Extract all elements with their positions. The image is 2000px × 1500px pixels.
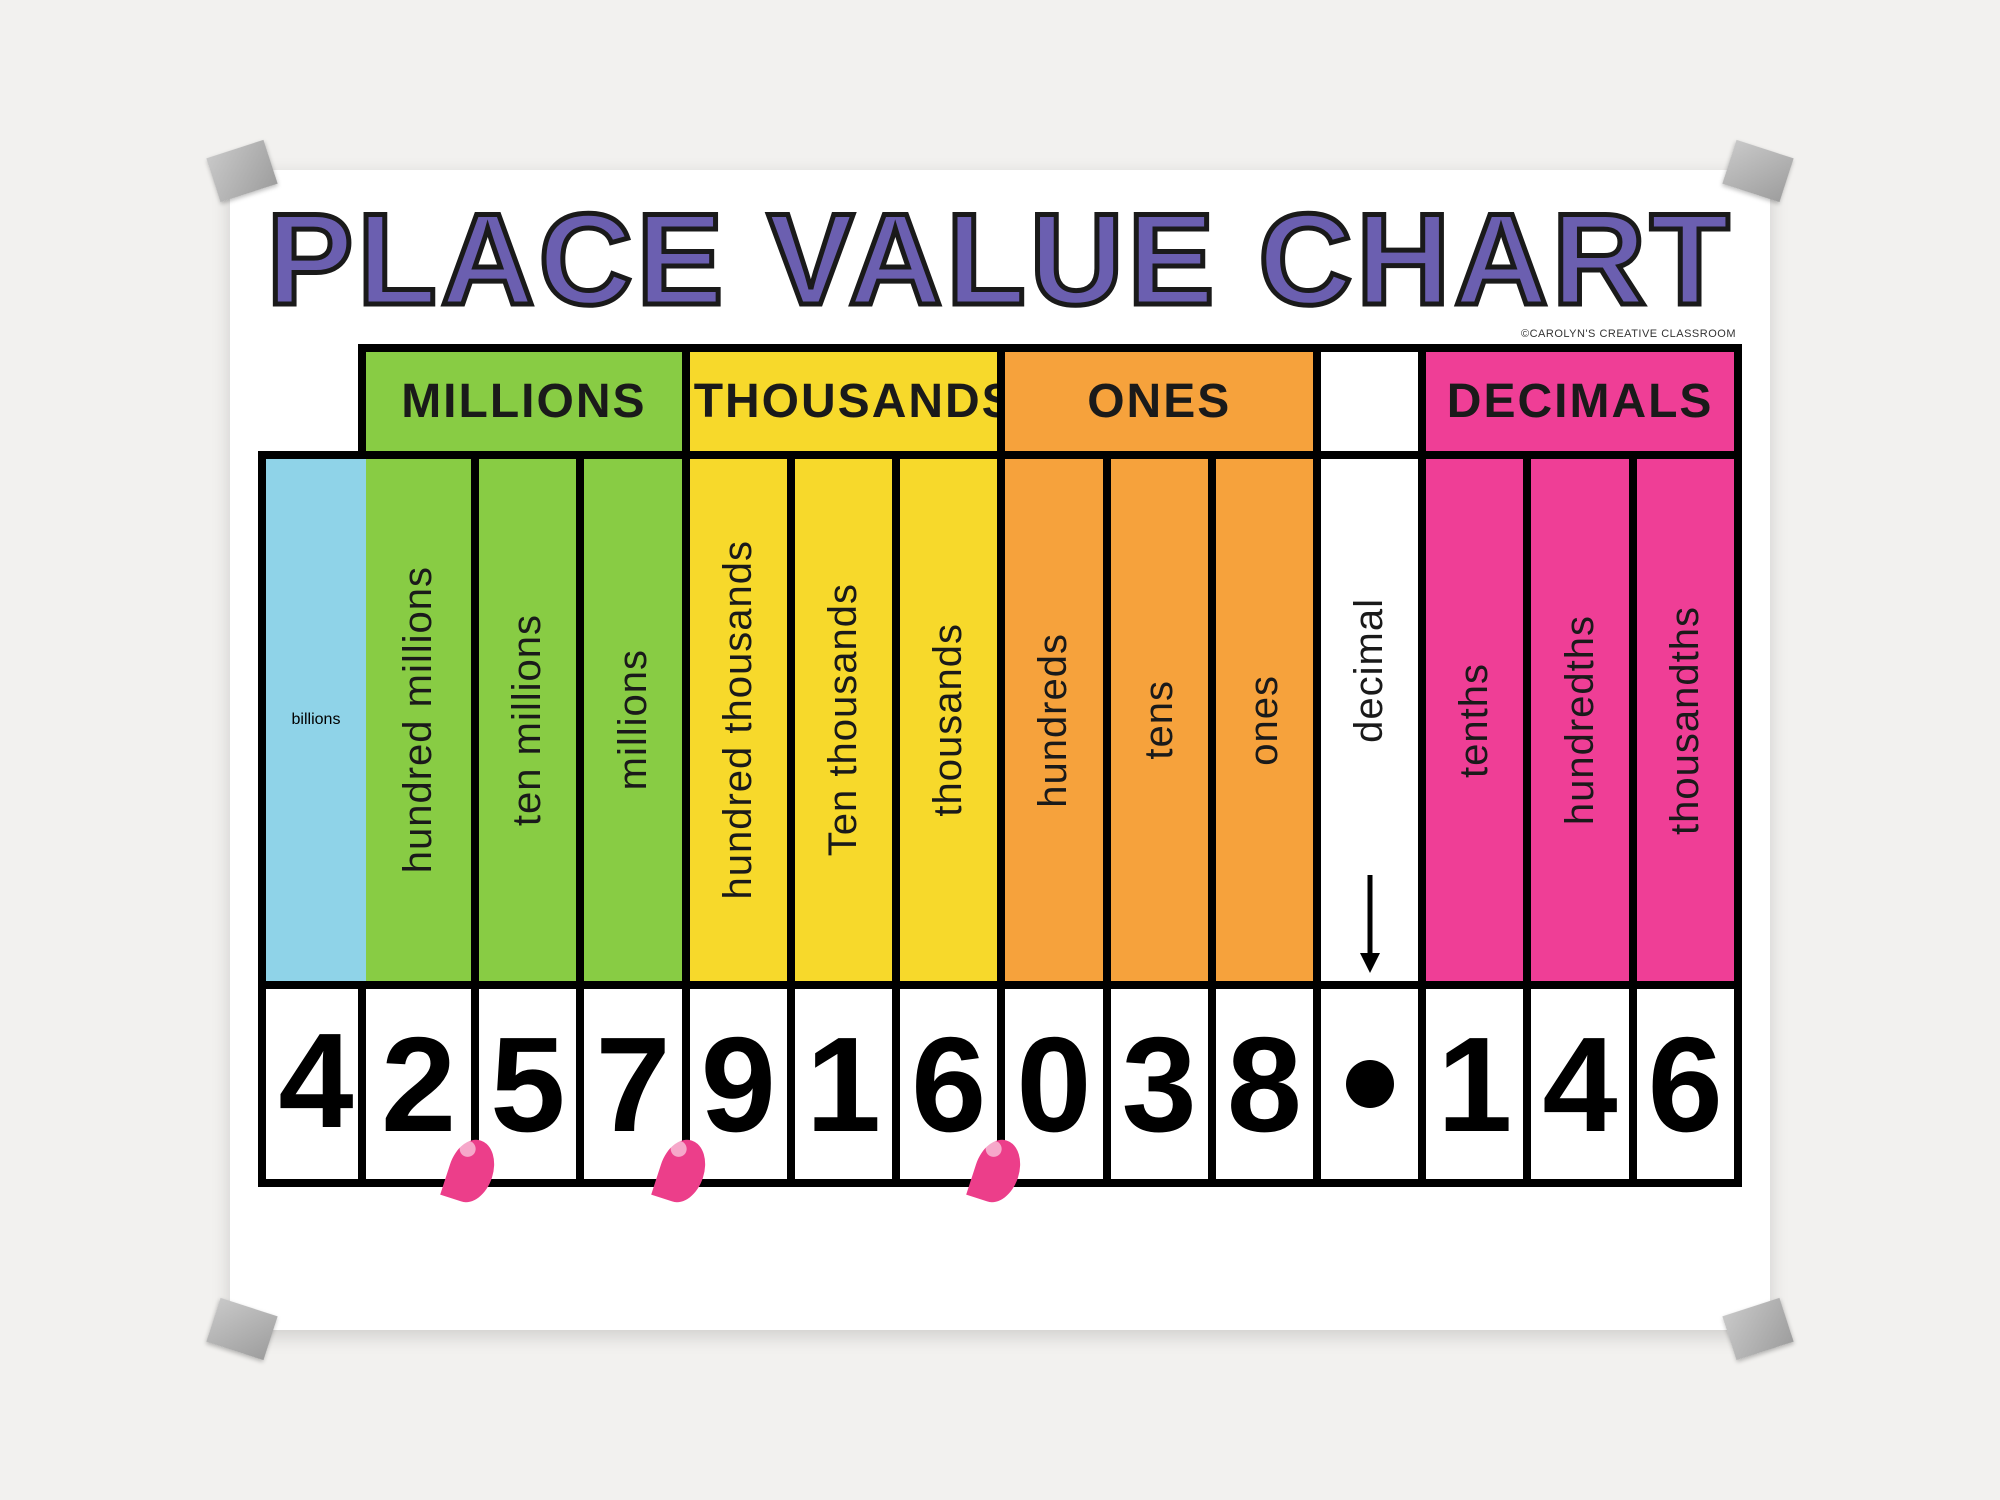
group-header-decimals: DECIMALS [1418,352,1734,451]
decimal-point-icon [1346,1060,1394,1108]
chart-title: PLACE VALUE CHART [258,194,1742,324]
place-label-billions: billions [292,711,341,729]
place-cell-thousandths: thousandths [1629,459,1734,981]
digit-cell-billions: 4 [258,981,366,1187]
place-label-row: billionshundred millionsten millionsmill… [366,459,1734,989]
group-header-ones: ONES [997,352,1313,451]
place-cell-ones: ones [1208,459,1313,981]
place-label: hundredths [1558,615,1603,825]
tape-bottom-left [206,1298,277,1360]
place-cell-tens: tens [1103,459,1208,981]
place-label: thousandths [1663,606,1708,835]
place-label: ten millions [505,614,550,826]
arrow-down-icon [1358,875,1382,975]
place-cell-hundred-thousands: hundred thousands [682,459,787,981]
digit-cell: 1 [787,989,892,1179]
digit-cell: 1 [1418,989,1523,1179]
place-cell-hundred-millions: hundred millions [366,459,471,981]
place-label: hundred thousands [716,540,761,900]
group-header-thousands: THOUSANDS [682,352,998,451]
place-label: tens [1137,680,1182,760]
place-cell-hundreds: hundreds [997,459,1102,981]
tape-top-right [1722,140,1793,202]
place-cell-thousands: thousands [892,459,997,981]
place-label: tenths [1452,663,1497,778]
digit-cell: 8 [1208,989,1313,1179]
place-cell-billions: billions [258,451,366,989]
tape-bottom-right [1722,1298,1793,1360]
group-header-millions: MILLIONS [366,352,682,451]
digit-cell: 7 [576,989,681,1179]
place-label: decimal [1347,598,1392,743]
digit-cell: 3 [1103,989,1208,1179]
place-label: thousands [926,623,971,817]
group-header-decimal-gap [1313,352,1418,451]
place-label: ones [1242,675,1287,766]
place-cell-ten-millions: ten millions [471,459,576,981]
place-label: Ten thousands [821,583,866,856]
place-cell-tenths: tenths [1418,459,1523,981]
group-header-row: MILLIONSTHOUSANDSONES DECIMALS [366,352,1734,459]
place-cell-hundredths: hundredths [1523,459,1628,981]
poster: PLACE VALUE CHART ©CAROLYN'S CREATIVE CL… [230,170,1770,1330]
place-cell-decimal: decimal [1313,459,1418,981]
place-label: millions [611,649,656,790]
digit-cell: 6 [1629,989,1734,1179]
place-label: hundreds [1031,633,1076,808]
place-cell-millions: millions [576,459,681,981]
place-label: hundred millions [396,566,441,873]
digit-row: 4257916038146 [366,989,1734,1179]
digit-cell [1313,989,1418,1179]
place-cell-Ten-thousands: Ten thousands [787,459,892,981]
place-value-chart: MILLIONSTHOUSANDSONESDECIMALS billionshu… [358,344,1742,1187]
digit-cell: 4 [1523,989,1628,1179]
